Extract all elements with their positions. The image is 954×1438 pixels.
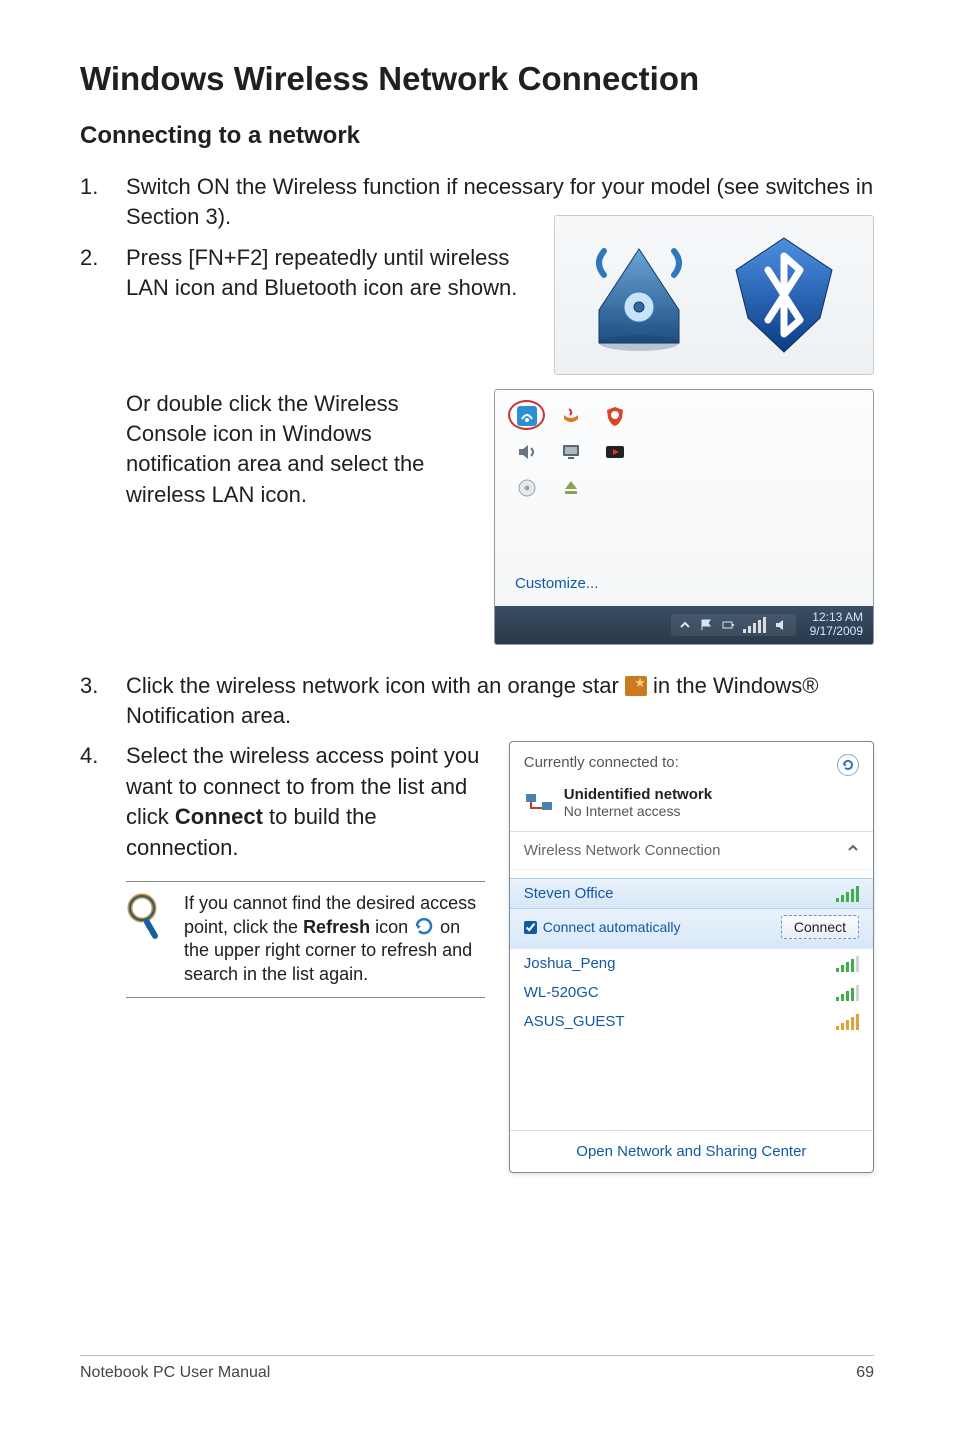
chevron-up-icon[interactable]	[847, 842, 859, 854]
chevron-up-icon[interactable]	[679, 619, 691, 631]
step-3: 3. Click the wireless network icon with …	[80, 671, 874, 732]
volume-tray-icon[interactable]	[515, 440, 539, 464]
wifi-section-label: Wireless Network Connection	[524, 842, 721, 859]
wifi-item-name: Joshua_Peng	[524, 955, 616, 972]
tray-icon-grid	[495, 390, 873, 557]
signal-warn-icon	[836, 1014, 859, 1030]
step-2: 2. Press [FN+F2] repeatedly until wirele…	[80, 243, 534, 304]
wifi-network-list: Steven Office Connect automatically Conn…	[510, 870, 873, 1130]
wifi-unidentified-label: Unidentified network	[564, 786, 712, 803]
taskbar-strip: 12:13 AM 9/17/2009	[495, 606, 873, 644]
notification-tray-panel: Customize... 12:13 AM 9/17/2009	[494, 389, 874, 645]
wifi-item-name: ASUS_GUEST	[524, 1013, 625, 1030]
connect-button[interactable]: Connect	[781, 915, 859, 939]
network-star-icon	[625, 676, 647, 696]
wifi-currently-label: Currently connected to:	[524, 754, 679, 771]
connect-auto-checkbox[interactable]: Connect automatically	[524, 919, 681, 935]
open-network-center-link[interactable]: Open Network and Sharing Center	[510, 1130, 873, 1172]
footer-page-number: 69	[856, 1364, 874, 1382]
tip-callout: If you cannot find the desired access po…	[126, 881, 485, 998]
tip-mid: icon	[370, 917, 413, 937]
step-1-number: 1.	[80, 172, 126, 233]
wireless-console-tray-icon[interactable]	[515, 404, 539, 428]
section-subtitle: Connecting to a network	[80, 122, 874, 150]
step-4: 4. Select the wireless access point you …	[80, 741, 485, 862]
power-icon[interactable]	[721, 618, 735, 632]
step-3-pre: Click the wireless network icon with an …	[126, 673, 625, 698]
monitor-tray-icon[interactable]	[559, 440, 583, 464]
media-tray-icon[interactable]	[603, 440, 627, 464]
java-tray-icon[interactable]	[559, 404, 583, 428]
network-taskbar-icon[interactable]	[743, 617, 766, 633]
taskbar-clock[interactable]: 12:13 AM 9/17/2009	[810, 611, 863, 639]
step-4-text: Select the wireless access point you wan…	[126, 741, 485, 862]
wifi-item-name: WL-520GC	[524, 984, 599, 1001]
refresh-button[interactable]	[837, 754, 859, 776]
step-3-text: Click the wireless network icon with an …	[126, 671, 874, 732]
eject-tray-icon[interactable]	[559, 476, 583, 500]
tip-text: If you cannot find the desired access po…	[184, 892, 485, 987]
wifi-noaccess-label: No Internet access	[564, 803, 712, 819]
wifi-connect-row: Connect automatically Connect	[510, 909, 873, 949]
wifi-item-joshua[interactable]: Joshua_Peng	[510, 949, 873, 978]
signal-icon	[836, 956, 859, 972]
step-4-bold: Connect	[175, 804, 263, 829]
taskbar-system-icons	[671, 614, 796, 636]
wifi-list-empty-space	[510, 1036, 873, 1126]
page-footer: Notebook PC User Manual 69	[80, 1355, 874, 1382]
step-2-number: 2.	[80, 243, 126, 304]
shield-tray-icon[interactable]	[603, 404, 627, 428]
bluetooth-icon	[724, 230, 844, 360]
or-clause-text: Or double click the Wireless Console ico…	[126, 389, 474, 510]
wifi-item-wl520gc[interactable]: WL-520GC	[510, 978, 873, 1007]
refresh-inline-icon	[413, 916, 435, 936]
footer-left: Notebook PC User Manual	[80, 1364, 270, 1382]
wireless-bluetooth-graphic	[554, 215, 874, 375]
disc-tray-icon[interactable]	[515, 476, 539, 500]
signal-icon	[836, 886, 859, 902]
signal-icon	[836, 985, 859, 1001]
wifi-item-asus-guest[interactable]: ASUS_GUEST	[510, 1007, 873, 1036]
step-4-number: 4.	[80, 741, 126, 862]
page-title: Windows Wireless Network Connection	[80, 60, 874, 98]
flag-icon[interactable]	[699, 618, 713, 632]
wifi-item-steven-office[interactable]: Steven Office	[510, 878, 873, 909]
step-2-text: Press [FN+F2] repeatedly until wireless …	[126, 243, 534, 304]
customize-link[interactable]: Customize...	[495, 557, 873, 606]
step-3-number: 3.	[80, 671, 126, 732]
taskbar-time: 12:13 AM	[810, 611, 863, 625]
wifi-flyout-panel: Currently connected to: Unidentified net…	[509, 741, 874, 1173]
network-ident-icon	[524, 790, 554, 816]
sound-taskbar-icon[interactable]	[774, 618, 788, 632]
wifi-ap-icon	[584, 235, 694, 355]
taskbar-date: 9/17/2009	[810, 625, 863, 639]
tip-bold: Refresh	[303, 917, 370, 937]
wifi-item-name: Steven Office	[524, 885, 614, 902]
connect-auto-label: Connect automatically	[543, 919, 681, 935]
magnifier-tip-icon	[126, 892, 170, 987]
